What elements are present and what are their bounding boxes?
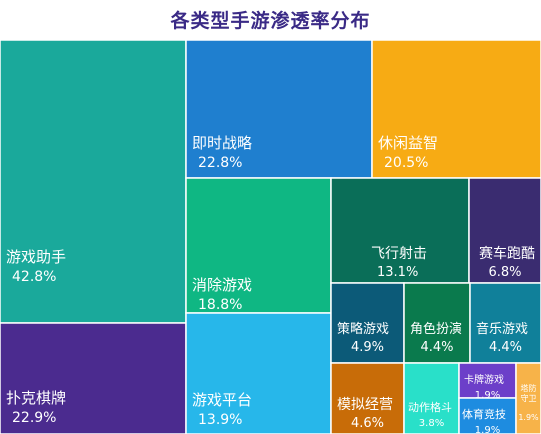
cell-value-label: 18.8% xyxy=(198,297,242,313)
cell-name-label: 体育竞技 xyxy=(462,407,506,421)
cell-value-label: 4.9% xyxy=(351,340,384,355)
treemap-cell: 卡牌游戏 1.9% xyxy=(458,362,517,401)
cell-value-label: 4.6% xyxy=(351,416,384,431)
cell-name-label: 游戏平台 xyxy=(192,391,252,409)
treemap-cell: 策略游戏 4.9% xyxy=(330,282,405,364)
cell-value-label: 4.4% xyxy=(489,340,522,355)
cell-name-label: 动作格斗 xyxy=(408,400,452,414)
treemap-cell: 消除游戏 18.8% xyxy=(185,177,332,314)
cell-value-label: 1.9% xyxy=(475,390,500,401)
cell-value-label: 6.8% xyxy=(488,265,521,280)
cell-name-label: 模拟经营 xyxy=(337,397,393,413)
treemap-cell-rect xyxy=(515,362,541,434)
cell-value-label: 13.1% xyxy=(377,265,418,280)
cell-value-label: 1.9% xyxy=(518,413,539,422)
cell-value-label: 1.9% xyxy=(475,425,500,434)
treemap-cell: 动作格斗 3.8% xyxy=(403,362,460,434)
treemap-cell-rect xyxy=(0,39,187,324)
cell-name-label: 即时战略 xyxy=(192,134,252,152)
treemap-cell-rect xyxy=(468,177,541,284)
treemap-cell-rect xyxy=(185,312,332,434)
cell-name-label: 休闲益智 xyxy=(378,134,438,152)
treemap-cell-rect xyxy=(403,282,471,364)
cell-name-label: 音乐游戏 xyxy=(476,321,528,337)
treemap-cell: 体育竞技 1.9% xyxy=(458,397,517,434)
treemap-cell: 塔防守卫 1.9% xyxy=(515,362,541,434)
cell-name-label: 卡牌游戏 xyxy=(464,373,504,386)
cell-value-label: 22.8% xyxy=(198,155,242,171)
cell-name-label: 消除游戏 xyxy=(192,276,252,294)
treemap-cell-rect xyxy=(458,362,517,399)
cell-name-label: 飞行射击 xyxy=(371,246,427,262)
treemap-cell: 飞行射击 13.1% xyxy=(330,177,470,284)
cell-value-label: 3.8% xyxy=(419,418,444,429)
cell-value-label: 42.8% xyxy=(12,269,56,285)
cell-value-label: 4.4% xyxy=(420,340,453,355)
cell-name-label: 赛车跑酷 xyxy=(479,245,535,262)
cell-name-label: 游戏助手 xyxy=(6,248,66,266)
cell-name-label: 扑克棋牌 xyxy=(6,389,66,407)
chart-title: 各类型手游渗透率分布 xyxy=(170,10,371,32)
cell-value-label: 13.9% xyxy=(198,412,242,428)
treemap-cell: 即时战略 22.8% xyxy=(185,39,373,179)
cell-value-label: 22.9% xyxy=(12,410,56,426)
treemap-cell: 休闲益智 20.5% xyxy=(371,39,541,179)
treemap-cell: 角色扮演 4.4% xyxy=(403,282,471,364)
treemap-cell: 音乐游戏 4.4% xyxy=(469,282,541,364)
treemap-cell: 游戏平台 13.9% xyxy=(185,312,332,434)
cell-name-label: 塔防守卫 xyxy=(521,383,537,403)
cell-name-label: 角色扮演 xyxy=(410,321,462,337)
treemap-cell-rect xyxy=(0,322,187,434)
cell-value-label: 20.5% xyxy=(384,155,428,171)
treemap-cell: 扑克棋牌 22.9% xyxy=(0,322,187,434)
treemap-cell: 赛车跑酷 6.8% xyxy=(468,177,541,284)
treemap-cell: 游戏助手 42.8% xyxy=(0,39,187,324)
treemap-cell: 模拟经营 4.6% xyxy=(330,362,405,434)
treemap-cell-rect xyxy=(403,362,460,434)
cell-name-label: 策略游戏 xyxy=(337,321,389,337)
